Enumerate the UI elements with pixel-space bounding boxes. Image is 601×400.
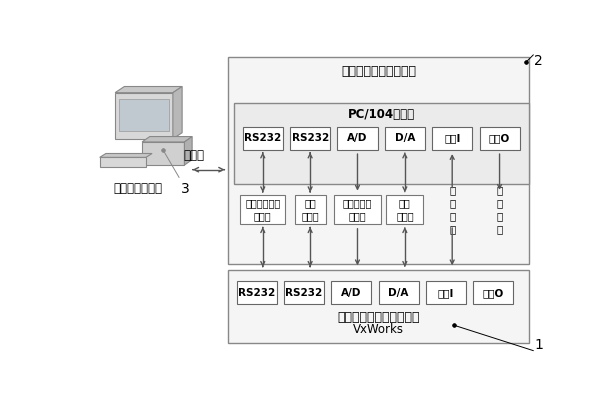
Text: 数字O: 数字O [483,288,504,298]
Text: 以太网: 以太网 [183,149,204,162]
Text: 数字I: 数字I [438,288,454,298]
Bar [432,126,472,150]
Polygon shape [185,136,192,165]
Text: 数字I: 数字I [444,133,460,143]
Bar [386,195,423,224]
Bar [142,142,185,165]
Text: 深度传感器
模拟器: 深度传感器 模拟器 [343,198,372,221]
Bar [119,99,169,131]
Text: D/A: D/A [388,288,409,298]
Bar [426,281,466,304]
Text: D/A: D/A [395,133,415,143]
Text: 罗经
模拟器: 罗经 模拟器 [301,198,319,221]
Text: RS232: RS232 [244,133,281,143]
Text: 导航与控制仿真计算机: 导航与控制仿真计算机 [341,65,416,78]
Bar [115,93,173,139]
Text: 数字O: 数字O [489,133,510,143]
Text: 1: 1 [534,338,543,352]
Bar [290,126,330,150]
Bar [237,281,276,304]
Polygon shape [100,154,152,157]
Polygon shape [142,136,192,142]
Text: 启
动
信
号: 启 动 信 号 [449,185,456,234]
Text: RS232: RS232 [291,133,329,143]
Polygon shape [173,86,182,139]
Text: PC/104工控机: PC/104工控机 [347,108,415,121]
Text: 停
车
信
号: 停 车 信 号 [496,185,502,234]
Bar [228,270,529,343]
Text: VxWorks: VxWorks [353,323,404,336]
Bar [379,281,419,304]
Bar [100,157,146,166]
Bar [284,281,324,304]
Text: A/D: A/D [341,288,362,298]
Bar [243,126,283,150]
Bar [331,281,371,304]
Text: RS232: RS232 [285,288,323,298]
Bar [228,57,529,264]
Text: 自动驾驶仪的控制计算机: 自动驾驶仪的控制计算机 [337,311,419,324]
Text: A/D: A/D [347,133,368,143]
Text: 3: 3 [180,182,189,196]
Bar [294,195,326,224]
Bar [240,195,285,224]
Polygon shape [115,86,182,93]
Text: 视景仿真计算机: 视景仿真计算机 [114,182,163,195]
Bar [385,126,425,150]
Text: 2: 2 [534,54,543,68]
Bar [474,281,513,304]
Text: 舵机
模拟器: 舵机 模拟器 [396,198,413,221]
Text: RS232: RS232 [238,288,275,298]
Bar [480,126,520,150]
Text: 多普勒测速仪
模拟器: 多普勒测速仪 模拟器 [245,198,281,221]
Bar [334,195,382,224]
Bar [234,104,529,184]
Bar [338,126,377,150]
